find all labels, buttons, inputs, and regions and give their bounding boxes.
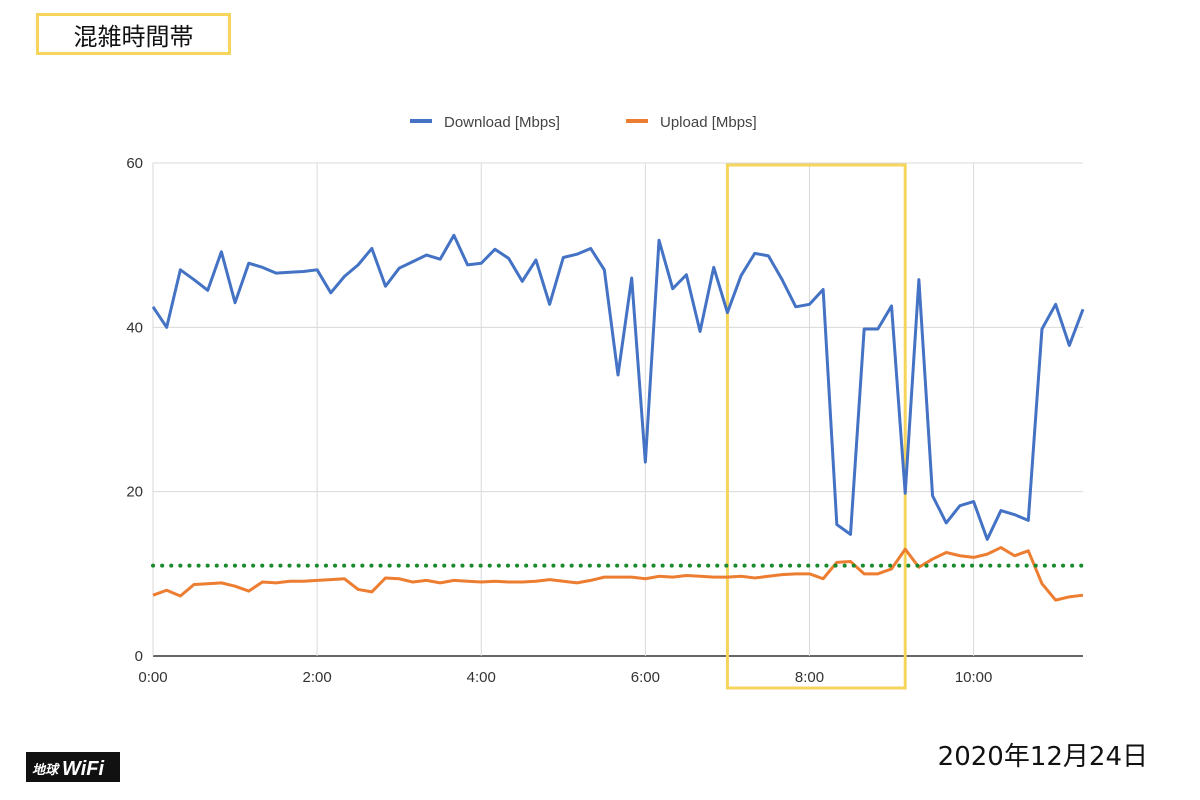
legend: Download [Mbps] Upload [Mbps] (410, 114, 757, 131)
logo-wifi: WiFi (62, 758, 104, 780)
axis-labels: 0 20 40 60 0:00 2:00 4:00 6:00 8:00 10:00 (126, 155, 992, 686)
legend-swatch-download (410, 119, 432, 123)
highlight-box (725, 163, 907, 690)
logo-kanji: 地球 (32, 762, 60, 778)
chikyu-wifi-logo: 地球 WiFi (26, 752, 122, 788)
x-tick-label: 10:00 (955, 669, 993, 686)
series-lines (151, 233, 1085, 602)
congestion-highlight (725, 163, 907, 690)
y-tick-label: 60 (126, 155, 143, 172)
logo-background (26, 752, 120, 782)
date-label: 2020年12月24日 (937, 742, 1148, 772)
x-tick-label: 6:00 (631, 669, 660, 686)
title-badge: 混雑時間帯 (36, 13, 231, 55)
legend-label-upload: Upload [Mbps] (660, 114, 757, 131)
y-tick-label: 0 (135, 648, 143, 665)
download-series-line (151, 233, 1085, 541)
x-tick-label: 0:00 (138, 669, 167, 686)
x-tick-label: 4:00 (467, 669, 496, 686)
grid-lines (152, 162, 1083, 657)
line-chart: 0 20 40 60 0:00 2:00 4:00 6:00 8:00 10:00 Downloa… (126, 114, 1085, 690)
y-tick-label: 20 (126, 484, 143, 501)
title-text: 混雑時間帯 (73, 22, 194, 51)
y-tick-label: 40 (126, 319, 143, 336)
upload-series-line (152, 546, 1084, 602)
x-tick-label: 8:00 (795, 669, 824, 686)
legend-label-download: Download [Mbps] (444, 114, 560, 131)
legend-swatch-upload (626, 119, 648, 123)
x-tick-label: 2:00 (303, 669, 332, 686)
